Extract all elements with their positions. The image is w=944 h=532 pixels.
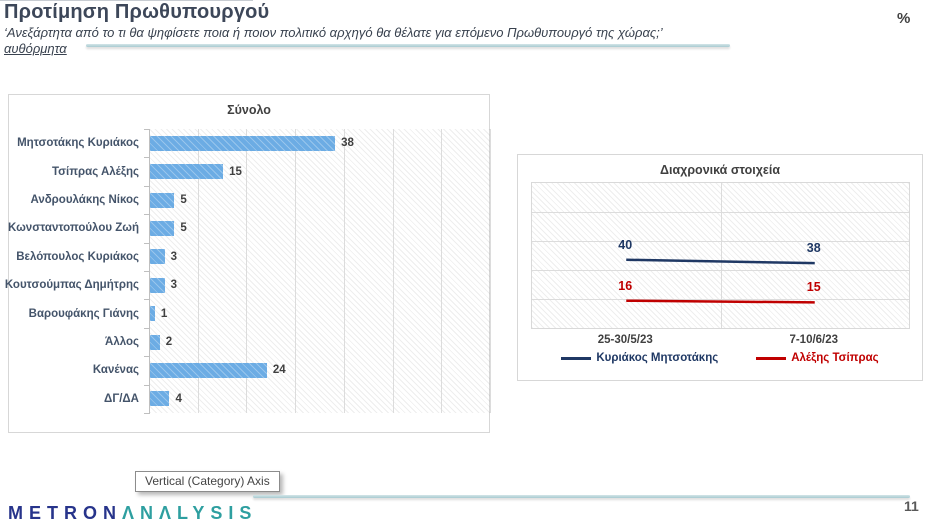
page-number: 11 (904, 498, 919, 514)
line-series (626, 299, 815, 304)
bar-data-label: 1 (160, 307, 168, 320)
bar-category-label: Κανένας (92, 364, 139, 377)
header-divider-rule (86, 44, 730, 47)
category-axis-tick (144, 186, 150, 187)
page-subtitle-note: αυθόρμητα (4, 41, 67, 56)
line-data-label: 16 (618, 278, 633, 293)
bar-chart-gridline (490, 129, 491, 413)
category-axis-tick (144, 385, 150, 386)
line-chart-gridline (720, 183, 722, 328)
bar-data-label: 3 (170, 279, 178, 292)
bar-category-label: ΔΓ/ΔΑ (104, 392, 139, 405)
legend-item: Αλέξης Τσίπρας (756, 352, 879, 364)
bar-category-label: Μητσοτάκης Κυριάκος (17, 137, 139, 150)
category-axis-tick (144, 214, 150, 215)
bar-chart-plot-area: 38 15 5 5 3 3 1 2 24 4 (144, 129, 491, 414)
bar-data-label: 24 (272, 364, 286, 377)
bar-chart-gridline (295, 129, 297, 413)
line-data-label: 38 (806, 241, 821, 256)
bar (150, 249, 165, 265)
bar (150, 135, 336, 151)
axis-tooltip: Vertical (Category) Axis (135, 471, 280, 492)
category-axis-tick (144, 129, 150, 130)
bar-chart-panel[interactable]: Σύνολο Μητσοτάκης Κυριάκος Τσίπρας Αλέξης… (5, 94, 491, 433)
title-top-rule (0, 0, 253, 1)
line-chart-panel[interactable]: Διαχρονικά στοιχεία Κυριάκος Μητσοτάκης Α… (517, 154, 923, 381)
bar-data-label: 15 (229, 165, 242, 178)
metron-analysis-logo: METRONΛNΛLYSIS (8, 503, 257, 524)
percent-unit-label: % (897, 10, 911, 27)
category-axis-tick (144, 413, 150, 414)
line-chart-x-axis-label: 25-30/5/23 (597, 334, 653, 346)
bar-data-label: 5 (180, 222, 187, 235)
bar-category-label: Άλλος (105, 336, 139, 348)
bar-data-label: 3 (170, 250, 178, 263)
line-data-label: 40 (618, 237, 633, 252)
legend-label: Αλέξης Τσίπρας (791, 352, 879, 364)
category-axis-tick (144, 299, 150, 300)
legend-item: Κυριάκος Μητσοτάκης (561, 352, 718, 364)
line-chart-x-axis-label: 7-10/6/23 (789, 334, 839, 346)
footer-divider-rule (253, 495, 910, 498)
bar (150, 192, 175, 208)
bar-category-label: Βαρουφάκης Γιάνης (28, 307, 139, 320)
line-chart-legend: Κυριάκος Μητσοτάκης Αλέξης Τσίπρας (518, 352, 922, 364)
page-subtitle: ‘Ανεξάρτητα από το τι θα ψηφίσετε ποια ή… (4, 25, 663, 40)
bar-chart-category-axis: Μητσοτάκης Κυριάκος Τσίπρας Αλέξης Ανδρουλ… (5, 129, 143, 413)
line-series-svg (626, 258, 815, 304)
legend-label: Κυριάκος Μητσοτάκης (596, 352, 719, 364)
bar-category-label: Ανδρουλάκης Νίκος (30, 194, 139, 206)
category-axis-tick (144, 157, 150, 158)
line-series (626, 258, 815, 265)
bar-data-label: 2 (165, 336, 173, 348)
bar (150, 334, 160, 350)
bar-category-label: Βελόπουλος Κυριάκος (16, 250, 139, 263)
line-data-label: 15 (806, 280, 821, 295)
logo-analysis-text: ΛNΛLYSIS (122, 503, 258, 523)
bar (150, 391, 170, 407)
line-chart-plot-area (531, 182, 910, 329)
bar (150, 306, 155, 322)
category-axis-tick (144, 243, 150, 244)
bar-category-label: Τσίπρας Αλέξης (52, 165, 139, 178)
page-title: Προτίμηση Πρωθυπουργού (4, 1, 270, 23)
category-axis-tick (144, 356, 150, 357)
bar-chart-gridline (197, 129, 199, 413)
legend-line-swatch (561, 356, 592, 360)
bar-chart-gridline (246, 129, 248, 413)
bar (150, 362, 267, 378)
bar-chart-gridline (392, 129, 394, 413)
bar-category-label: Κωνσταντοπούλου Ζωή (8, 222, 139, 235)
category-axis-tick (144, 328, 150, 329)
bar-chart-title: Σύνολο (227, 103, 271, 117)
bar-category-label: Κουτσούμπας Δημήτρης (4, 279, 139, 292)
legend-line-swatch (756, 356, 787, 360)
bar (150, 220, 175, 236)
bar-chart-gridline (441, 129, 443, 413)
line-chart-title: Διαχρονικά στοιχεία (659, 163, 781, 177)
category-axis-tick (144, 271, 150, 272)
bar-data-label: 4 (175, 392, 182, 405)
logo-metron-text: METRON (8, 503, 122, 523)
bar (150, 164, 224, 180)
bar-data-label: 38 (341, 137, 354, 150)
bar-chart-gridline (343, 129, 345, 413)
bar-data-label: 5 (180, 194, 187, 206)
bar (150, 277, 165, 293)
